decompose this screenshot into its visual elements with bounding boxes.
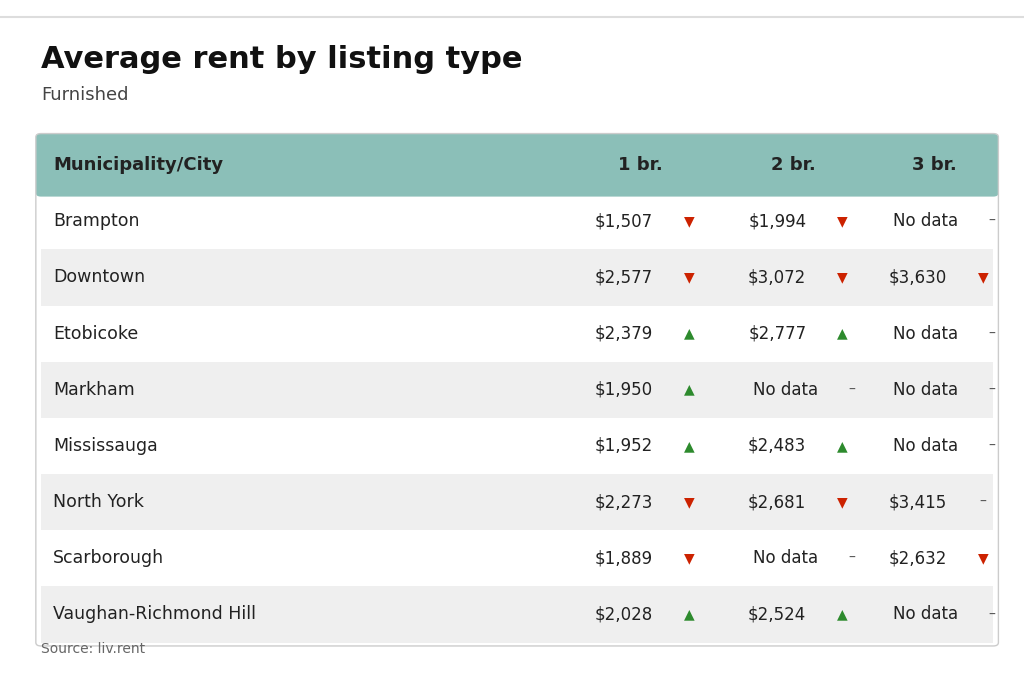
Text: No data: No data bbox=[893, 437, 958, 455]
Text: ▲: ▲ bbox=[684, 439, 694, 453]
Text: –: – bbox=[980, 495, 986, 509]
Text: Markham: Markham bbox=[53, 381, 135, 399]
Text: $1,994: $1,994 bbox=[749, 212, 806, 230]
Text: ▼: ▼ bbox=[978, 551, 988, 565]
Text: –: – bbox=[989, 608, 995, 621]
Text: ▲: ▲ bbox=[838, 608, 848, 621]
Text: $2,577: $2,577 bbox=[595, 269, 652, 286]
Bar bbox=[41, 474, 993, 530]
Text: –: – bbox=[989, 214, 995, 228]
Text: North York: North York bbox=[53, 493, 144, 511]
Text: $2,028: $2,028 bbox=[595, 606, 652, 623]
Text: –: – bbox=[989, 439, 995, 453]
Text: Source: liv.rent: Source: liv.rent bbox=[41, 643, 145, 656]
Text: ▲: ▲ bbox=[838, 439, 848, 453]
Text: ▼: ▼ bbox=[684, 214, 694, 228]
Text: $1,889: $1,889 bbox=[595, 549, 652, 567]
Text: Average rent by listing type: Average rent by listing type bbox=[41, 45, 522, 73]
Text: No data: No data bbox=[893, 212, 958, 230]
Text: ▲: ▲ bbox=[838, 327, 848, 340]
Bar bbox=[41, 586, 993, 643]
Text: –: – bbox=[849, 551, 855, 565]
Text: $2,681: $2,681 bbox=[749, 493, 806, 511]
Text: $1,950: $1,950 bbox=[595, 381, 652, 399]
Text: Brampton: Brampton bbox=[53, 212, 139, 230]
Text: No data: No data bbox=[753, 381, 818, 399]
Text: $2,524: $2,524 bbox=[749, 606, 806, 623]
Text: ▲: ▲ bbox=[684, 608, 694, 621]
Text: $3,072: $3,072 bbox=[749, 269, 806, 286]
Text: $3,630: $3,630 bbox=[889, 269, 946, 286]
Text: –: – bbox=[989, 383, 995, 397]
Text: No data: No data bbox=[753, 549, 818, 567]
Text: –: – bbox=[849, 383, 855, 397]
Text: ▼: ▼ bbox=[838, 495, 848, 509]
Text: Mississauga: Mississauga bbox=[53, 437, 158, 455]
Text: No data: No data bbox=[893, 606, 958, 623]
Text: ▼: ▼ bbox=[838, 214, 848, 228]
Text: $1,507: $1,507 bbox=[595, 212, 652, 230]
Text: 2 br.: 2 br. bbox=[771, 156, 816, 174]
Text: Vaughan-Richmond Hill: Vaughan-Richmond Hill bbox=[53, 606, 256, 623]
Bar bbox=[41, 249, 993, 306]
Text: $2,632: $2,632 bbox=[888, 549, 947, 567]
Text: –: – bbox=[989, 327, 995, 340]
Text: Downtown: Downtown bbox=[53, 269, 145, 286]
Text: 1 br.: 1 br. bbox=[617, 156, 663, 174]
FancyBboxPatch shape bbox=[36, 134, 998, 197]
Bar bbox=[41, 362, 993, 418]
Text: ▲: ▲ bbox=[684, 327, 694, 340]
Text: No data: No data bbox=[893, 381, 958, 399]
Text: ▼: ▼ bbox=[684, 551, 694, 565]
Text: $1,952: $1,952 bbox=[595, 437, 652, 455]
Text: $2,777: $2,777 bbox=[749, 325, 806, 342]
Text: Furnished: Furnished bbox=[41, 86, 128, 103]
Text: ▼: ▼ bbox=[684, 495, 694, 509]
Text: ▲: ▲ bbox=[684, 383, 694, 397]
Text: Etobicoke: Etobicoke bbox=[53, 325, 138, 342]
Text: No data: No data bbox=[893, 325, 958, 342]
Text: $2,379: $2,379 bbox=[595, 325, 652, 342]
Text: 3 br.: 3 br. bbox=[911, 156, 956, 174]
Text: $2,273: $2,273 bbox=[594, 493, 653, 511]
Text: ▼: ▼ bbox=[838, 271, 848, 284]
Text: Scarborough: Scarborough bbox=[53, 549, 165, 567]
Text: ▼: ▼ bbox=[684, 271, 694, 284]
Text: $2,483: $2,483 bbox=[749, 437, 806, 455]
Text: $3,415: $3,415 bbox=[889, 493, 946, 511]
Text: ▼: ▼ bbox=[978, 271, 988, 284]
Text: Municipality/City: Municipality/City bbox=[53, 156, 223, 174]
